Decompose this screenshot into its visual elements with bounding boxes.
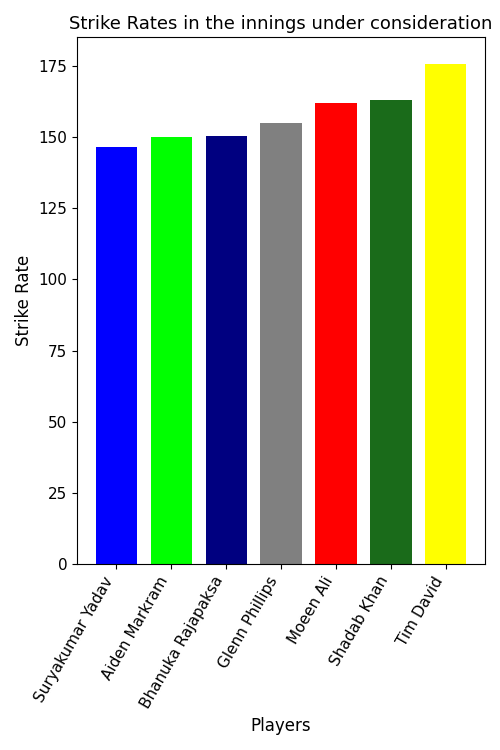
Bar [426,64,467,564]
Title: Strike Rates in the innings under consideration: Strike Rates in the innings under consid… [70,15,493,33]
Bar [260,123,302,564]
Bar [316,103,356,564]
Bar [96,147,137,564]
Bar [150,137,192,564]
Bar [370,100,412,564]
Y-axis label: Strike Rate: Strike Rate [15,255,33,346]
Bar [206,136,246,564]
X-axis label: Players: Players [251,717,312,735]
